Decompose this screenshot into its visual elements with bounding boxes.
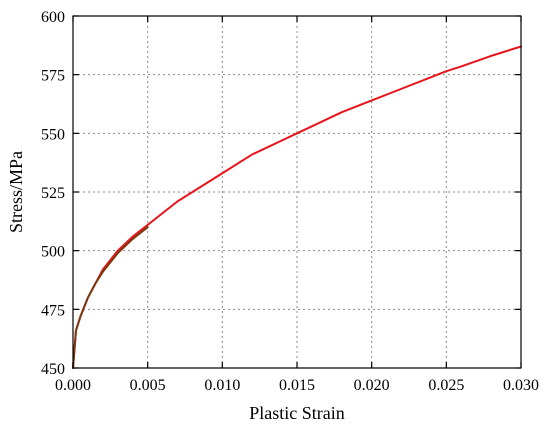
series-line-1 (72, 45, 522, 369)
y-tick-label: 600 (41, 9, 65, 26)
x-tick-label: 0.005 (130, 377, 166, 394)
axis-ticks (72, 15, 522, 369)
grid-lines (73, 16, 521, 368)
x-tick-labels: 0.000 0.005 0.010 0.015 0.020 0.025 0.030 (55, 377, 539, 394)
y-tick-label: 500 (41, 244, 65, 261)
series-lines (72, 45, 522, 369)
series-line-2 (72, 226, 149, 369)
y-tick-label: 450 (41, 361, 65, 378)
x-tick-label: 0.010 (204, 377, 240, 394)
x-axis-label: Plastic Strain (249, 403, 345, 423)
x-tick-label: 0.025 (428, 377, 464, 394)
x-tick-label: 0.020 (354, 377, 390, 394)
y-tick-label: 475 (41, 302, 65, 319)
y-tick-label: 550 (41, 126, 65, 143)
x-tick-label: 0.000 (55, 377, 91, 394)
y-axis-label: Stress/MPa (6, 151, 26, 233)
y-tick-label: 525 (41, 185, 65, 202)
x-tick-label: 0.015 (279, 377, 315, 394)
y-tick-labels: 450 475 500 525 550 575 600 (41, 9, 65, 378)
y-tick-label: 575 (41, 68, 65, 85)
x-tick-label: 0.030 (503, 377, 539, 394)
